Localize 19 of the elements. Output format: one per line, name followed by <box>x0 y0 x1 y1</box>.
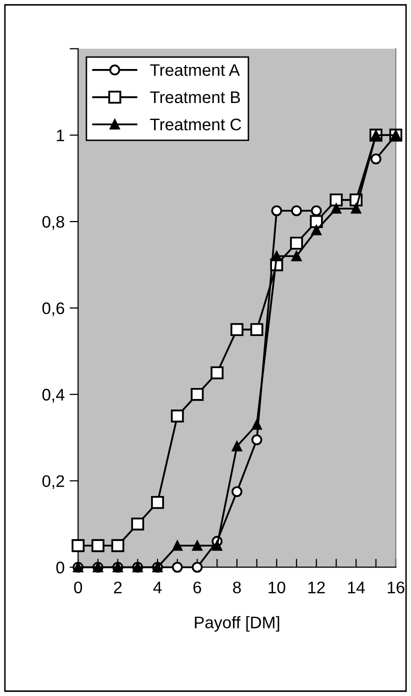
x-axis-title: Payoff [DM] <box>194 616 280 632</box>
y-tick-label: 0,4 <box>42 388 64 403</box>
x-tick-label: 16 <box>388 582 404 594</box>
y-tick-label: 1 <box>56 130 64 142</box>
y-tick-label: 0,8 <box>42 216 64 230</box>
x-tick-label: 4 <box>153 582 162 594</box>
x-tick-label: 12 <box>308 582 325 594</box>
x-tick-label: 6 <box>193 582 202 594</box>
legend-label: Treatment B <box>150 92 240 104</box>
y-tick-label: 0,2 <box>42 475 64 489</box>
y-tick-label: 0 <box>56 562 64 574</box>
legend-label: Treatment C <box>150 118 242 130</box>
x-tick-label: 14 <box>348 582 365 594</box>
y-tick-label: 0,6 <box>42 302 64 316</box>
legend-label: Treatment A <box>150 64 240 76</box>
x-tick-label: 2 <box>114 582 122 594</box>
x-tick-label: 0 <box>74 582 82 594</box>
x-tick-label: 8 <box>233 582 241 594</box>
x-tick-label: 10 <box>268 582 286 594</box>
